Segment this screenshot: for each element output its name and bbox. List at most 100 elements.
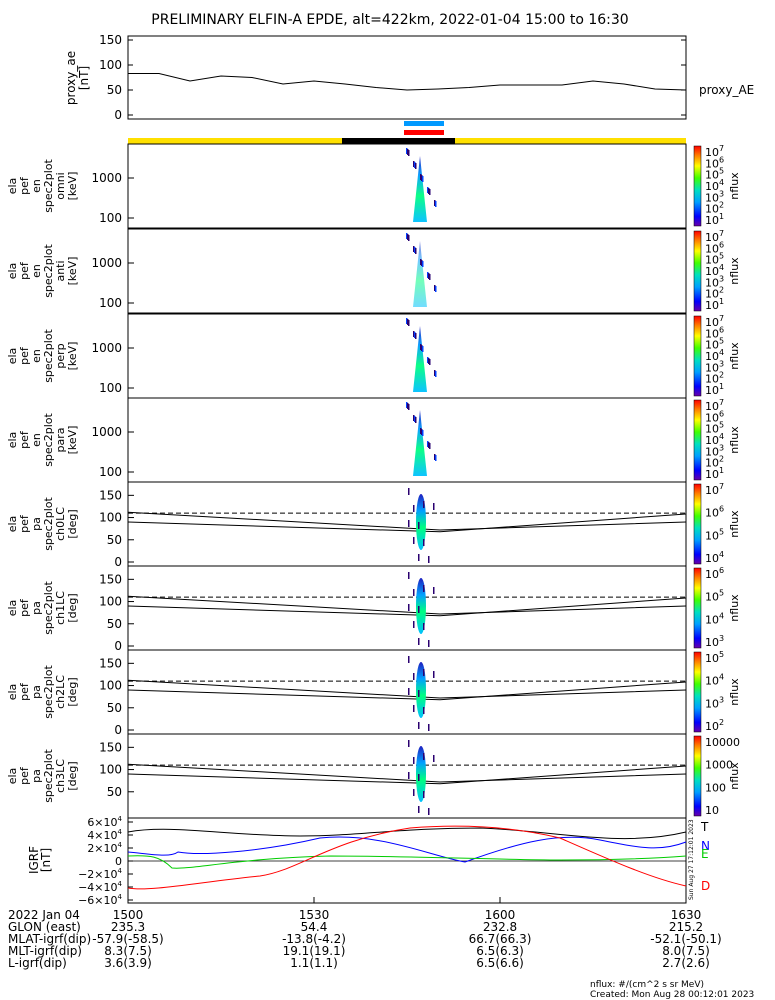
pitch-panel-1-ylabel: pa: [30, 601, 43, 615]
spectrogram-panel-0-speckle: [408, 150, 410, 156]
pitch-panel-3-speckle: [408, 772, 410, 779]
pitch-panel-1-colorbar-label: nflux: [728, 594, 741, 622]
pitch-panel-2-speckle: [413, 673, 415, 680]
igrf-tick-label: −6×104: [78, 893, 122, 907]
pitch-panel-1-speckle: [418, 606, 420, 613]
pitch-panel-3-colorbar-tick: 10000: [705, 736, 740, 749]
spectrogram-panel-2-speckle: [420, 344, 422, 350]
igrf-line-t: [127, 827, 687, 840]
spectrogram-panel-0-speckle: [427, 187, 429, 193]
pitch-panel-0-speckle: [433, 503, 435, 510]
spectrogram-panel-0-speckle: [429, 189, 431, 195]
pitch-panel-3-colorbar-label: nflux: [728, 762, 741, 790]
pitch-panel-2-colorbar-tick: 102: [705, 718, 724, 733]
pitch-panel-0-speckle: [418, 522, 420, 529]
pitch-panel-1-speckle: [418, 638, 420, 645]
spectrogram-panel-0-colorbar-tick: 101: [705, 212, 724, 227]
pitch-panel-1-tick-label: 150: [99, 572, 122, 586]
spectrogram-panel-3-ylabel: en: [30, 433, 43, 447]
pitch-panel-2-colorbar-tick: 105: [705, 650, 724, 665]
science-zone-red: [404, 130, 444, 135]
pitch-panel-1-tick-label: 50: [107, 617, 122, 631]
spectrogram-panel-1-colorbar: [693, 230, 702, 312]
spectrogram-panel-3-speckle: [414, 416, 416, 422]
pitch-panel-1-speckle: [408, 604, 410, 611]
spectrogram-panel-0-colorbar: [693, 145, 702, 227]
spectrogram-panel-2-speckle: [421, 345, 423, 351]
ephemeris-row-label: L-igrf(dip): [8, 956, 67, 970]
pitch-panel-2-loss-cone-line: [127, 681, 687, 701]
spectrogram-panel-3-tick-label: 1000: [91, 425, 122, 439]
spectrogram-panel-2-tick-label: 1000: [91, 341, 122, 355]
pitch-panel-2-speckle: [433, 671, 435, 678]
proxy-ae-tick-label: 0: [114, 108, 122, 122]
pitch-panel-0-speckle: [423, 501, 425, 508]
proxy-ae-unit: [nT]: [77, 66, 91, 90]
pitch-panel-0-tick-label: 50: [107, 533, 122, 547]
igrf-line-d: [127, 825, 687, 890]
proxy-ae-panel: 0 50 100 150 proxy_ae [nT] proxy_AE: [64, 33, 754, 122]
spectrogram-panel-2-speckle: [422, 346, 424, 352]
spectrogram-panel-1-colorbar-label: nflux: [728, 257, 741, 285]
pitch-panel-1-loss-cone-line: [127, 595, 687, 615]
status-bar-yellow-left: [128, 138, 342, 144]
ephemeris-value: 19.1(19.1): [283, 944, 346, 958]
pitch-panel-3-speckle: [413, 789, 415, 796]
spectrogram-panel-2-speckle: [415, 333, 417, 339]
spectrogram-panel-0-speckle: [434, 200, 436, 206]
igrf-label-d: D: [701, 879, 710, 893]
spectrogram-panel-0-ylabel: pef: [18, 176, 31, 195]
pitch-panel-3-tick-label: 150: [99, 740, 122, 754]
pitch-panel-2: 150 100 50 0 ela pef pa spec2plot ch2LC [deg] 105 1…: [6, 649, 741, 737]
ephemeris-value: 6.5(6.6): [476, 956, 524, 970]
pitch-panel-3-ylabel: [deg]: [66, 761, 79, 790]
ephemeris-row-label: MLT-igrf(dip): [8, 944, 82, 958]
pitch-panel-2-speckle: [408, 656, 410, 663]
pitch-panel-1-colorbar-tick: 103: [705, 634, 724, 649]
spectrogram-panel-0-signal: [413, 156, 427, 222]
pitch-panel-3-speckle: [423, 753, 425, 760]
pitch-panel-2-ylabel: ela: [6, 684, 19, 701]
ephemeris-value: 1530: [299, 908, 330, 922]
spectrogram-panel-0-speckle: [435, 201, 437, 207]
spectrogram-panel-3-speckle: [435, 455, 437, 461]
proxy-ae-line: [128, 73, 687, 91]
ephemeris-row-label: MLAT-igrf(dip): [8, 932, 91, 946]
spectrogram-panel-2-speckle: [435, 371, 437, 377]
spectrogram-panel-3-speckle: [407, 403, 409, 409]
pitch-panel-0-colorbar-tick: 105: [705, 527, 724, 542]
pitch-panel-3-ylabel: ela: [6, 768, 19, 785]
pitch-panel-1-tick-label: 0: [114, 639, 122, 653]
proxy-ae-tick-label: 150: [99, 33, 122, 47]
pitch-panel-0-colorbar-tick: 104: [705, 550, 724, 565]
pitch-panel-1-colorbar-tick: 105: [705, 589, 724, 604]
spectrogram-panel-3-ylabel: pef: [18, 430, 31, 449]
pitch-panel-2-speckle: [413, 705, 415, 712]
spectrogram-panel-1-speckle: [414, 247, 416, 253]
pitch-panel-3-tick-label: 50: [107, 785, 122, 799]
spectrogram-panel-2-colorbar-tick: 101: [705, 382, 724, 397]
spectrogram-panel-3-signal: [413, 410, 427, 476]
pitch-panel-0-ylabel: pef: [18, 514, 31, 533]
spectrogram-panel-1-ylabel: ela: [6, 263, 19, 280]
ephemeris-value: -52.1(-50.1): [650, 932, 721, 946]
ephemeris-value: 1630: [671, 908, 702, 922]
spectrogram-panel-2-speckle: [429, 359, 431, 365]
pitch-panel-2-tick-label: 0: [114, 723, 122, 737]
pitch-panel-3-speckle: [433, 755, 435, 762]
spectrogram-panel-3-speckle: [434, 454, 436, 460]
spectrogram-panel-0-frame: [127, 143, 687, 229]
igrf-tick-label: 2×104: [87, 841, 122, 855]
pitch-panel-0-loss-cone-line: [127, 511, 687, 531]
pitch-panel-2-colorbar-tick: 103: [705, 695, 724, 710]
status-bar-yellow-right: [455, 138, 686, 144]
pitch-panel-3-speckle: [413, 757, 415, 764]
spectrogram-panel-3-colorbar-label: nflux: [728, 426, 741, 454]
pitch-panel-1-frame: [127, 565, 687, 651]
spectrogram-panel-2-speckle: [407, 319, 409, 325]
spectrogram-panel-1-speckle: [422, 261, 424, 267]
spectrogram-panel-2-ylabel: spec2plot: [42, 329, 55, 383]
spectrogram-panel-0-ylabel: ela: [6, 178, 19, 195]
